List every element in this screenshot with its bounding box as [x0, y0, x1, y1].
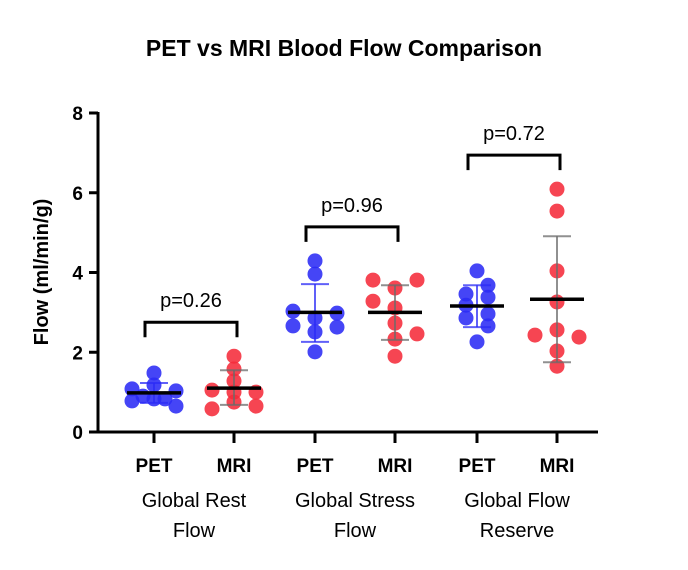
data-point	[226, 348, 242, 364]
data-point	[307, 344, 323, 360]
group-label: Global Rest	[142, 490, 247, 512]
y-tick-label: 6	[72, 184, 83, 205]
data-point	[409, 272, 425, 288]
data-point	[549, 203, 565, 219]
significance-bracket: p=0.26	[143, 290, 239, 338]
y-tick-label: 2	[72, 343, 83, 364]
p-value-label: p=0.26	[160, 290, 222, 312]
data-point	[146, 365, 162, 381]
data-point	[571, 329, 587, 345]
bracket-line	[304, 225, 400, 242]
data-point	[469, 334, 485, 350]
y-tick-label: 0	[72, 423, 83, 444]
axes: 0 2 4 6 8 PET MRI PET MRI PET MRI Global Rest Flow Gl…	[72, 104, 598, 542]
data-point	[365, 293, 381, 309]
series-mri	[527, 181, 587, 374]
data-point	[329, 319, 345, 335]
x-tick-label: PET	[459, 456, 496, 477]
data-point	[480, 289, 496, 305]
data-point	[307, 266, 323, 282]
x-tick-label: PET	[136, 456, 173, 477]
bracket-line	[143, 320, 239, 338]
x-tick-label: PET	[297, 456, 334, 477]
data-point	[168, 398, 184, 414]
group-label: Flow	[173, 520, 216, 542]
x-tick-label: MRI	[540, 456, 575, 477]
series-mri	[204, 348, 264, 417]
data-point	[168, 383, 184, 399]
chart-title: PET vs MRI Blood Flow Comparison	[146, 35, 542, 61]
series-pet	[285, 253, 345, 360]
group-label: Global Flow	[464, 490, 570, 512]
group-label: Global Stress	[295, 490, 415, 512]
series-pet	[450, 263, 504, 350]
data-point	[285, 318, 301, 334]
data-point	[387, 348, 403, 364]
significance-bracket: p=0.72	[466, 123, 562, 171]
data-point	[204, 382, 220, 398]
x-tick-label: MRI	[217, 456, 252, 477]
p-value-label: p=0.96	[321, 195, 383, 217]
p-value-label: p=0.72	[483, 123, 545, 145]
y-tick-label: 8	[72, 104, 83, 125]
significance-brackets: p=0.26 p=0.96 p=0.72	[143, 123, 562, 338]
data-marks	[124, 181, 587, 417]
data-point	[124, 393, 140, 409]
data-point	[527, 327, 543, 343]
data-point	[307, 253, 323, 269]
data-point	[469, 263, 485, 279]
bracket-line	[466, 153, 562, 171]
data-point	[409, 326, 425, 342]
y-tick-label: 4	[72, 264, 83, 285]
significance-bracket: p=0.96	[304, 195, 400, 242]
data-point	[248, 398, 264, 414]
data-point	[480, 318, 496, 334]
group-label: Flow	[334, 520, 377, 542]
x-tick-label: MRI	[378, 456, 413, 477]
data-point	[549, 181, 565, 197]
series-mri	[365, 272, 425, 364]
data-point	[458, 286, 474, 302]
y-axis-label: Flow (ml/min/g)	[31, 199, 53, 346]
data-point	[458, 310, 474, 326]
group-label: Reserve	[480, 520, 554, 542]
data-point	[226, 361, 242, 377]
series-pet	[124, 365, 184, 414]
data-point	[480, 306, 496, 322]
data-point	[365, 272, 381, 288]
data-point	[204, 401, 220, 417]
